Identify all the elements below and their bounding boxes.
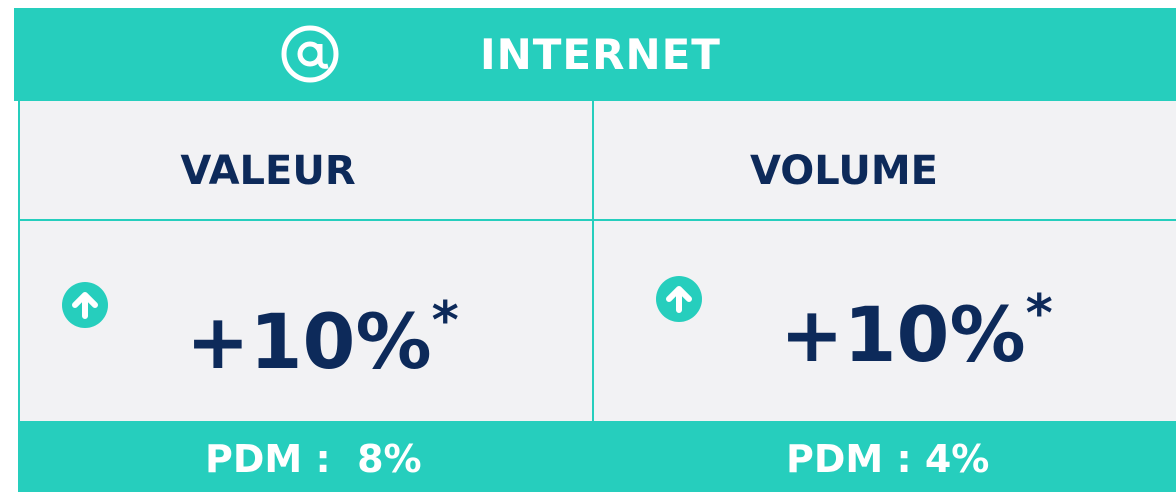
at-icon <box>281 25 339 83</box>
pdm: PDM : 4% <box>786 437 990 481</box>
divider <box>18 219 1176 221</box>
column-label: VALEUR <box>180 148 356 194</box>
header-band <box>14 8 1176 101</box>
header-title: INTERNET <box>480 30 721 79</box>
column-label: VOLUME <box>750 148 938 194</box>
value-text: +10% <box>186 297 432 386</box>
pdm: PDM : 8% <box>205 437 422 481</box>
value: +10%* <box>780 214 1053 414</box>
footer-band <box>18 421 1176 492</box>
panel <box>18 101 1176 421</box>
note: * <box>1025 284 1053 344</box>
note: * <box>431 291 459 351</box>
value: +10%* <box>186 221 459 421</box>
up-icon <box>656 276 702 322</box>
divider <box>592 101 594 421</box>
value-text: +10% <box>780 290 1026 379</box>
up-icon <box>62 282 108 328</box>
